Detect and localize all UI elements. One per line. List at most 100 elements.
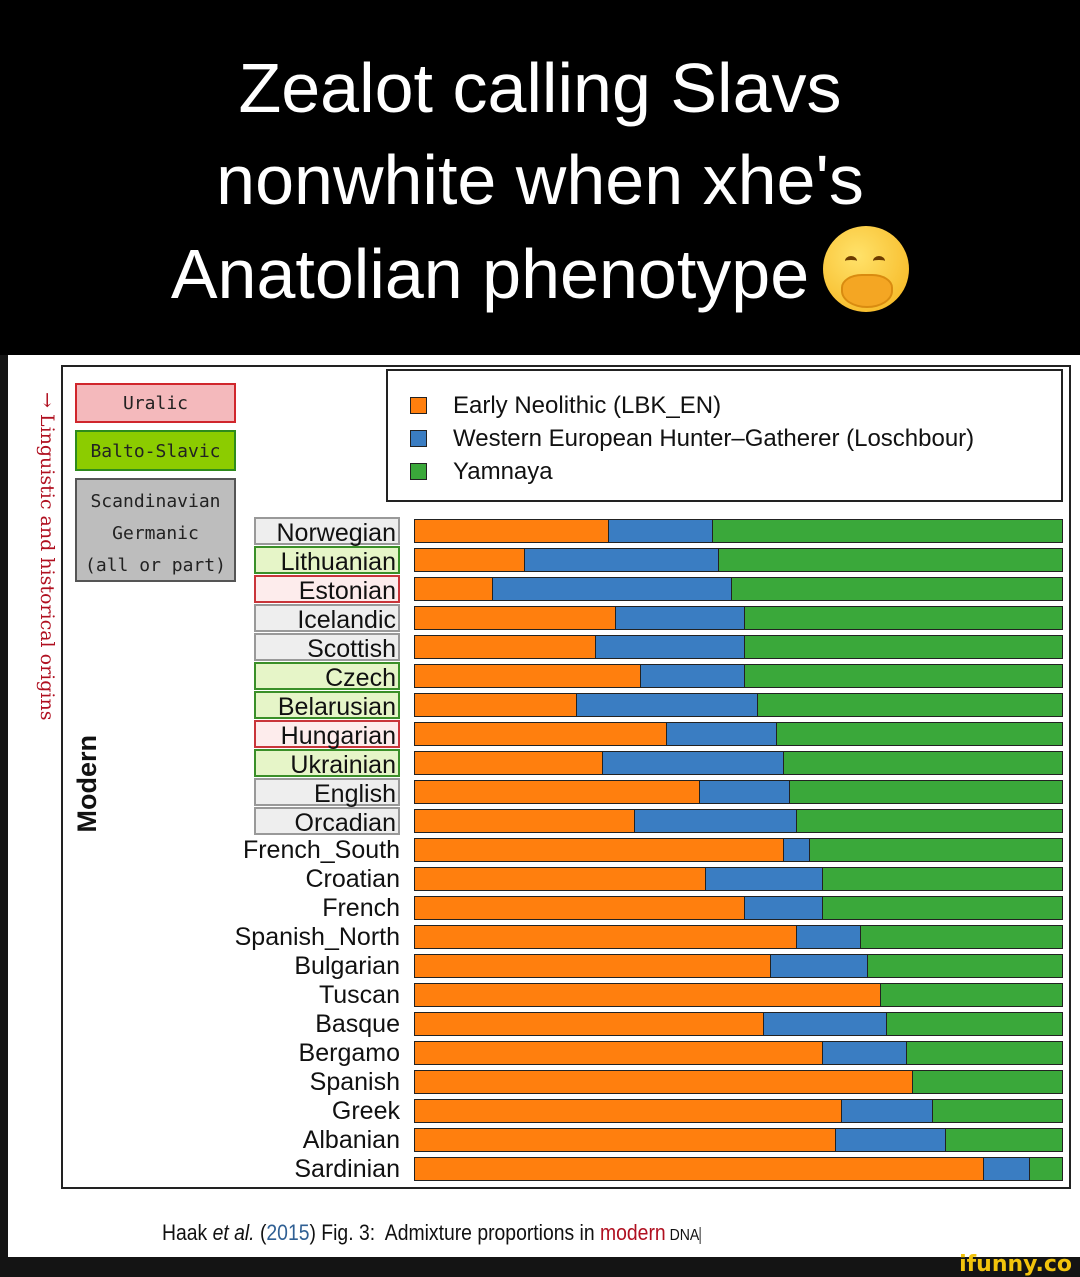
bar-segment	[524, 549, 720, 571]
chart-frame	[61, 365, 1071, 1189]
bar-icelandic	[414, 606, 1063, 630]
bar-basque	[414, 1012, 1063, 1036]
bar-segment	[744, 607, 1062, 629]
caption-dna: DNA	[665, 1227, 701, 1244]
face-with-hand-over-mouth-icon	[823, 226, 910, 312]
bar-ukrainian	[414, 751, 1063, 775]
caption-author: Haak	[162, 1220, 208, 1245]
legend: Early Neolithic (LBK_EN) Western Europea…	[386, 369, 1063, 502]
bar-segment	[757, 694, 1062, 716]
bar-english	[414, 780, 1063, 804]
bar-segment	[415, 1013, 765, 1035]
group-legend-line: (all or part)	[85, 555, 226, 576]
bar-segment	[415, 607, 616, 629]
bar-segment	[641, 665, 745, 687]
bar-greek	[414, 1099, 1063, 1123]
bar-segment	[609, 520, 713, 542]
caption-modern: modern	[600, 1220, 666, 1245]
bar-segment	[415, 810, 635, 832]
bar-segment	[415, 868, 707, 890]
bar-segment	[415, 1042, 823, 1064]
category-label: Albanian	[302, 1126, 400, 1154]
legend-swatch	[410, 430, 427, 447]
bar-segment	[744, 636, 1062, 658]
bar-segment	[809, 839, 1062, 861]
category-label: Czech	[254, 662, 400, 692]
watermark: ifunny.co	[959, 1252, 1072, 1277]
category-label: Bergamo	[298, 1039, 400, 1067]
category-label: Hungarian	[254, 720, 400, 750]
bar-segment	[596, 636, 745, 658]
bar-segment	[576, 694, 758, 716]
bar-segment	[415, 752, 603, 774]
bar-segment	[706, 868, 823, 890]
caption-etal: et al.	[212, 1220, 255, 1245]
bar-segment	[415, 839, 784, 861]
legend-item: Early Neolithic (LBK_EN)	[410, 389, 1061, 422]
bar-segment	[867, 955, 1062, 977]
bar-segment	[796, 810, 1062, 832]
bar-segment	[744, 897, 823, 919]
legend-swatch	[410, 463, 427, 480]
bar-spanish	[414, 1070, 1063, 1094]
group-legend-balto-slavic: Balto-Slavic	[75, 430, 236, 471]
category-label: Bulgarian	[294, 952, 400, 980]
bar-segment	[880, 984, 1062, 1006]
bar-segment	[415, 665, 642, 687]
bar-segment	[732, 578, 1062, 600]
group-legend-line: Germanic	[112, 523, 199, 544]
bar-orcadian	[414, 809, 1063, 833]
category-label: Ukrainian	[254, 749, 400, 779]
bar-segment	[796, 926, 862, 948]
bar-segment	[932, 1100, 1062, 1122]
bar-segment	[777, 723, 1062, 745]
bar-segment	[415, 578, 493, 600]
category-label: French_South	[242, 836, 400, 864]
meme-title: Zealot calling Slavs nonwhite when xhe's…	[0, 0, 1080, 355]
bar-hungarian	[414, 722, 1063, 746]
category-label: Spanish_North	[234, 923, 400, 951]
bar-segment	[415, 955, 771, 977]
bar-segment	[783, 752, 1062, 774]
bar-segment	[984, 1158, 1030, 1180]
legend-item: Western European Hunter–Gatherer (Loschb…	[410, 422, 1061, 455]
category-label: Norwegian	[254, 517, 400, 547]
bar-segment	[842, 1100, 933, 1122]
side-label: → Linguistic and historical origins	[36, 392, 58, 721]
caption-year: 2015	[266, 1220, 310, 1245]
category-label: Orcadian	[254, 807, 400, 837]
bar-segment	[945, 1129, 1062, 1151]
bar-segment	[887, 1013, 1062, 1035]
group-legend-germanic: Scandinavian Germanic (all or part)	[75, 478, 236, 582]
category-label: Lithuanian	[254, 546, 400, 576]
bar-norwegian	[414, 519, 1063, 543]
category-label: Sardinian	[294, 1155, 400, 1183]
bar-segment	[415, 520, 610, 542]
caption-paren: (	[259, 1220, 267, 1245]
bar-segment	[602, 752, 784, 774]
bar-bulgarian	[414, 954, 1063, 978]
bar-estonian	[414, 577, 1063, 601]
category-label: Scottish	[254, 633, 400, 663]
bar-segment	[415, 926, 797, 948]
bar-segment	[415, 1100, 843, 1122]
bar-segment	[415, 636, 597, 658]
bar-segment	[906, 1042, 1062, 1064]
bar-albanian	[414, 1128, 1063, 1152]
group-legend-line: Scandinavian	[90, 491, 221, 512]
bar-segment	[764, 1013, 888, 1035]
bar-segment	[783, 839, 810, 861]
category-label: Estonian	[254, 575, 400, 605]
group-label: Modern	[72, 735, 102, 833]
bar-belarusian	[414, 693, 1063, 717]
bar-segment	[415, 1071, 914, 1093]
group-legend-uralic: Uralic	[75, 383, 236, 423]
bar-segment	[699, 781, 791, 803]
bar-czech	[414, 664, 1063, 688]
bar-segment	[415, 897, 745, 919]
bar-french_south	[414, 838, 1063, 862]
bar-segment	[744, 665, 1062, 687]
bar-segment	[913, 1071, 1062, 1093]
bar-segment	[415, 1129, 836, 1151]
bar-segment	[835, 1129, 946, 1151]
